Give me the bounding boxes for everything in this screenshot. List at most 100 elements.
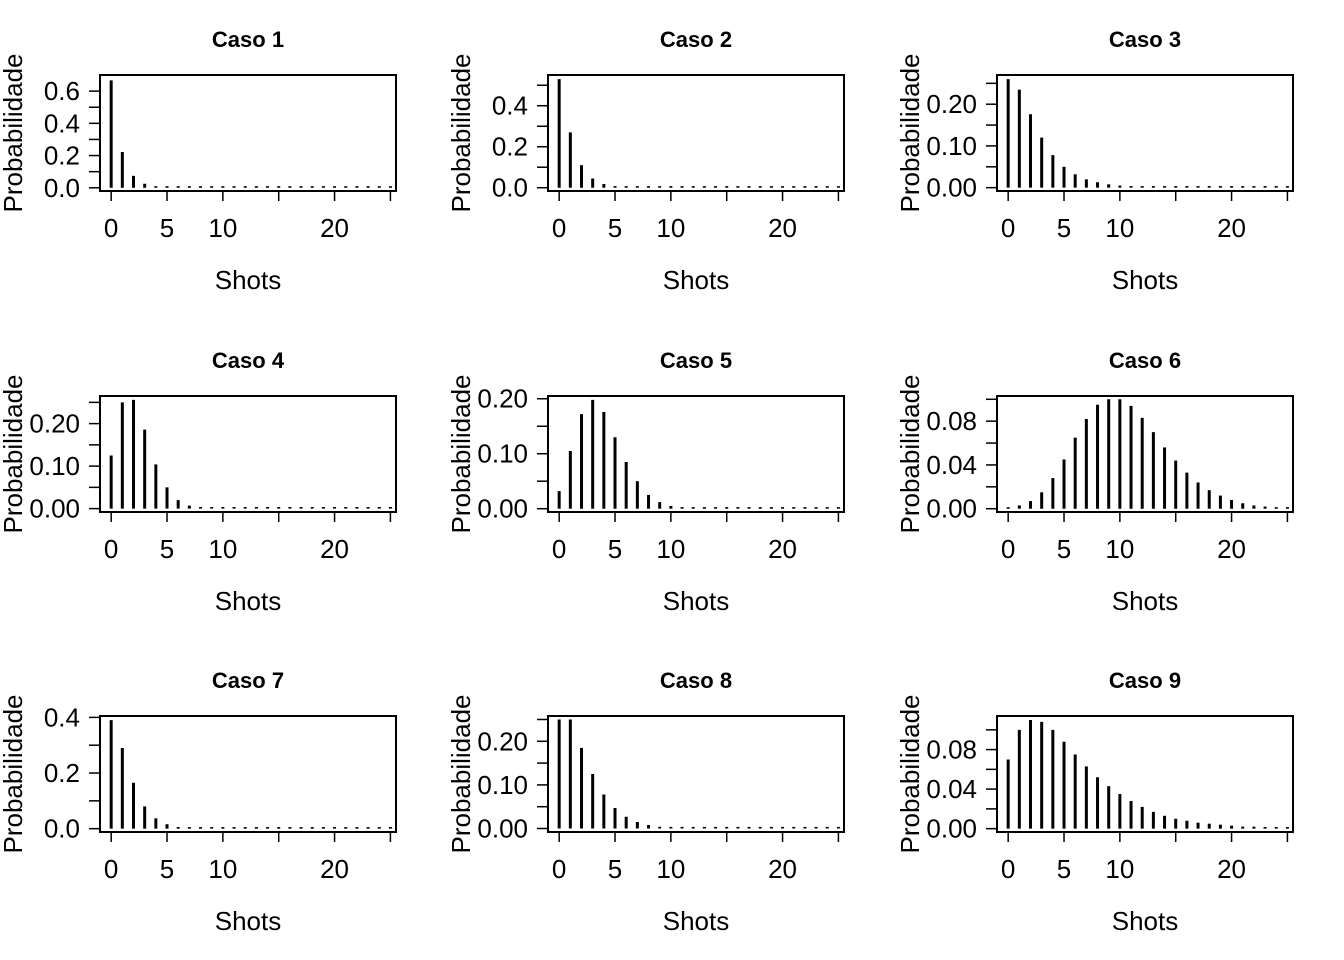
x-tick-label: 20 [768, 213, 797, 243]
x-tick-label: 10 [1105, 854, 1134, 884]
y-axis-label: Probabilidade [446, 374, 476, 533]
y-tick-label: 0.0 [44, 173, 80, 203]
x-tick-label: 20 [1217, 534, 1246, 564]
y-tick-label: 0.20 [926, 89, 977, 119]
panel-9: Caso 9 0 5 10 20 Shots 0.00 0.04 0.08Probabilida… [895, 668, 1294, 936]
x-tick-label: 10 [656, 213, 685, 243]
plot-frame [547, 715, 845, 833]
y-tick-label: 0.04 [926, 450, 977, 480]
y-tick-label: 0.00 [477, 814, 528, 844]
plot-frame [99, 74, 397, 192]
x-tick-label: 0 [104, 534, 118, 564]
plot-frame [99, 395, 397, 513]
x-tick-label: 5 [1057, 213, 1071, 243]
y-tick-label: 0.20 [477, 384, 528, 414]
panel-title: Caso 6 [1109, 348, 1181, 373]
x-tick-label: 0 [552, 213, 566, 243]
y-axis-label: Probabilidade [895, 374, 925, 533]
x-tick-label: 5 [608, 854, 622, 884]
panel-title: Caso 1 [212, 27, 284, 52]
y-axis-label: Probabilidade [446, 53, 476, 212]
x-axis-label: Shots [663, 586, 730, 616]
y-tick-label: 0.2 [44, 758, 80, 788]
y-tick-label: 0.20 [29, 409, 80, 439]
x-tick-label: 10 [208, 534, 237, 564]
x-tick-label: 20 [320, 854, 349, 884]
panel-4: Caso 4 0 5 10 20 Shots 0.00 0.10 0.20Probabilida… [0, 348, 397, 616]
y-axis-label: Probabilidade [895, 694, 925, 853]
y-tick-label: 0.6 [44, 76, 80, 106]
panel-5: Caso 5 0 5 10 20 Shots 0.00 0.10 0.20Probabilida… [446, 348, 845, 616]
y-tick-label: 0.10 [926, 131, 977, 161]
y-tick-label: 0.00 [926, 494, 977, 524]
x-tick-label: 0 [1001, 213, 1015, 243]
panel-title: Caso 3 [1109, 27, 1181, 52]
y-tick-label: 0.10 [477, 770, 528, 800]
y-tick-label: 0.10 [477, 439, 528, 469]
x-tick-label: 10 [1105, 213, 1134, 243]
panel-title: Caso 2 [660, 27, 732, 52]
x-axis-label: Shots [663, 265, 730, 295]
x-axis-label: Shots [215, 586, 282, 616]
y-tick-label: 0.2 [492, 132, 528, 162]
panel-title: Caso 5 [660, 348, 732, 373]
plot-frame [547, 74, 845, 192]
y-axis-label: Probabilidade [0, 374, 28, 533]
y-tick-label: 0.00 [29, 494, 80, 524]
x-tick-label: 0 [104, 854, 118, 884]
x-tick-label: 0 [104, 213, 118, 243]
x-tick-label: 0 [1001, 854, 1015, 884]
y-tick-label: 0.10 [29, 451, 80, 481]
x-tick-label: 0 [552, 854, 566, 884]
y-tick-label: 0.4 [44, 108, 80, 138]
y-tick-label: 0.08 [926, 735, 977, 765]
y-tick-label: 0.20 [477, 726, 528, 756]
x-axis-label: Shots [215, 265, 282, 295]
y-axis-label: Probabilidade [0, 694, 28, 853]
y-tick-label: 0.04 [926, 774, 977, 804]
y-axis-label: Probabilidade [895, 53, 925, 212]
x-tick-label: 0 [552, 534, 566, 564]
y-tick-label: 0.0 [44, 814, 80, 844]
x-tick-label: 20 [1217, 854, 1246, 884]
x-tick-label: 10 [656, 534, 685, 564]
panel-title: Caso 8 [660, 668, 732, 693]
y-tick-label: 0.4 [492, 91, 528, 121]
x-tick-label: 20 [1217, 213, 1246, 243]
x-tick-label: 5 [608, 213, 622, 243]
x-tick-label: 20 [320, 213, 349, 243]
x-tick-label: 5 [160, 534, 174, 564]
plot-frame [996, 715, 1294, 833]
x-tick-label: 10 [208, 854, 237, 884]
x-tick-label: 5 [1057, 534, 1071, 564]
panel-title: Caso 4 [212, 348, 285, 373]
panel-8: Caso 8 0 5 10 20 Shots 0.00 0.10 0.20Probabilida… [446, 668, 845, 936]
x-tick-label: 20 [320, 534, 349, 564]
x-tick-label: 10 [208, 213, 237, 243]
y-tick-label: 0.0 [492, 173, 528, 203]
y-tick-label: 0.00 [477, 494, 528, 524]
y-tick-label: 0.08 [926, 406, 977, 436]
x-tick-label: 5 [1057, 854, 1071, 884]
y-tick-label: 0.4 [44, 702, 80, 732]
y-tick-label: 0.00 [926, 173, 977, 203]
y-tick-label: 0.2 [44, 141, 80, 171]
panel-title: Caso 9 [1109, 668, 1181, 693]
panel-1: Caso 1 0 5 10 20 Shots 0.00.20.40.6 Probabilida… [0, 27, 397, 295]
y-axis-label: Probabilidade [446, 694, 476, 853]
panel-2: Caso 2 0 5 10 20 Shots 0.0 0.2 0.4 Probabilidade [446, 27, 845, 295]
x-tick-label: 0 [1001, 534, 1015, 564]
y-tick-label: 0.00 [926, 814, 977, 844]
plot-frame [99, 715, 397, 833]
x-axis-label: Shots [215, 906, 282, 936]
x-axis-label: Shots [1112, 586, 1179, 616]
x-tick-label: 10 [656, 854, 685, 884]
panel-3: Caso 3 0 5 10 20 Shots 0.00 0.10 0.20Probabilida… [895, 27, 1294, 295]
x-tick-label: 5 [160, 854, 174, 884]
x-axis-label: Shots [1112, 265, 1179, 295]
panel-7: Caso 7 0 5 10 20 Shots 0.0 0.2 0.4 Probabilidade [0, 668, 397, 936]
x-tick-label: 20 [768, 854, 797, 884]
x-axis-label: Shots [1112, 906, 1179, 936]
x-axis-label: Shots [663, 906, 730, 936]
